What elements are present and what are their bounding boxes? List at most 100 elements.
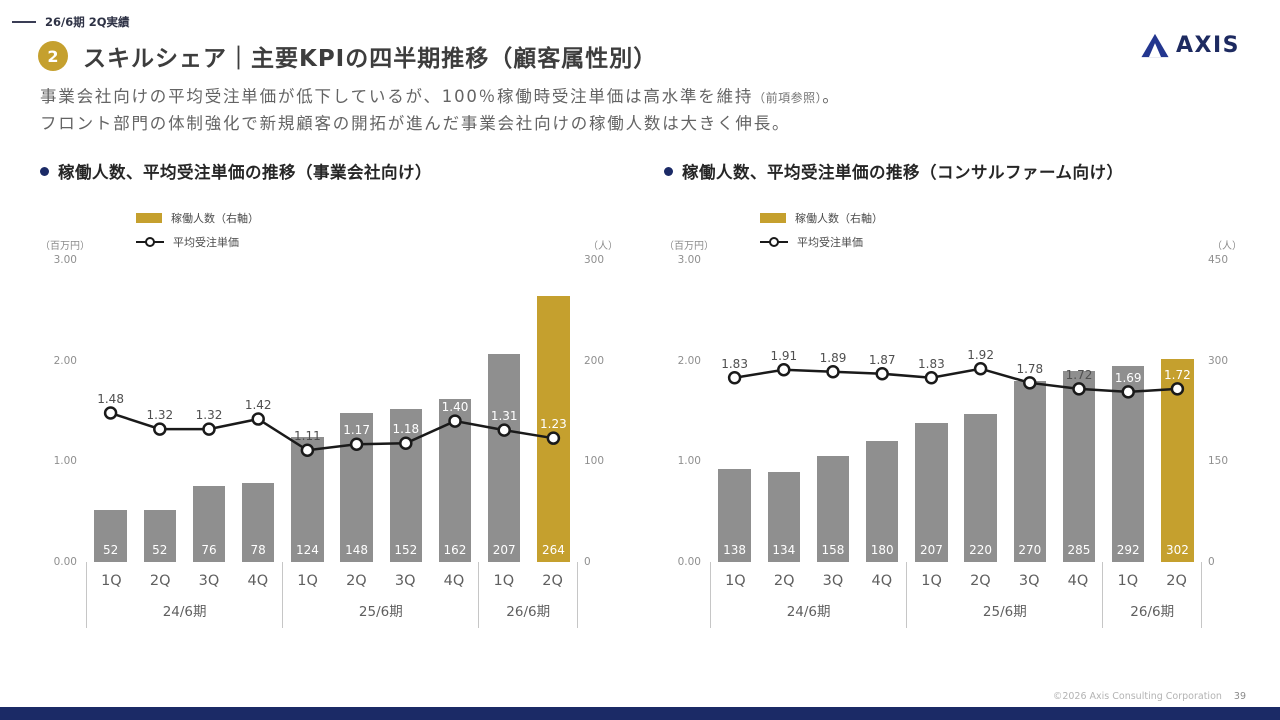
y-axis-tick-left: 0.00	[53, 556, 77, 568]
chart-title: 稼働人数、平均受注単価の推移（事業会社向け）	[40, 160, 616, 182]
bar-value-label: 220	[969, 543, 993, 557]
bar: 264	[537, 296, 570, 562]
quarter-row: 1Q 2Q	[479, 562, 577, 600]
right-axis-unit: （人）	[1212, 241, 1242, 252]
bar: 220	[964, 414, 997, 562]
quarter-label: 1Q	[1117, 573, 1139, 589]
period-group: 1Q 2Q 3Q 4Q 24/6期	[710, 562, 906, 628]
y-axis-tick-right: 300	[1208, 354, 1229, 367]
bar: 270	[1013, 380, 1047, 562]
bar-value-label: 207	[492, 543, 516, 557]
quarter-row: 1Q 2Q	[1103, 562, 1201, 600]
page-number: 39	[1233, 691, 1246, 702]
company-logo: AXIS	[1141, 33, 1240, 58]
left-axis-unit: （百万円）	[40, 241, 90, 252]
y-axis-tick-right: 200	[584, 354, 605, 367]
y-axis-tick-left: 2.00	[53, 354, 77, 367]
bullet-icon	[664, 166, 673, 176]
legend-marker-dot	[145, 237, 155, 247]
lead-text: 事業会社向けの平均受注単価が低下しているが、100％稼働時受注単価は高水準を維持…	[40, 84, 841, 137]
report-period-tag: 26/6期 2Q実績	[12, 14, 130, 30]
period-group: 1Q 2Q 26/6期	[1102, 562, 1202, 628]
bar-value-label: 52	[102, 543, 119, 557]
quarter-label: 3Q	[822, 573, 844, 589]
chart-legend: 稼働人数（右軸） 平均受注単価	[760, 210, 1240, 250]
bar: 78	[241, 483, 275, 562]
bar: 52	[94, 509, 127, 562]
axis-logo-text: AXIS	[1175, 33, 1240, 58]
report-period-label: 26/6期 2Q実績	[45, 15, 130, 29]
lead-line-1: 事業会社向けの平均受注単価が低下しているが、100％稼働時受注単価は高水準を維持…	[40, 87, 841, 106]
y-axis-tick-left: 1.00	[53, 455, 77, 468]
line-value-label: 1.42	[244, 398, 272, 413]
bar-value-label: 138	[723, 543, 747, 557]
legend-item-line: 平均受注単価	[760, 234, 1240, 250]
quarter-label: 4Q	[871, 573, 893, 589]
y-axis-tick-left: 2.00	[677, 354, 701, 367]
footer: ©2026 Axis Consulting Corporation 39	[1053, 691, 1246, 702]
line-value-label: 1.83	[918, 356, 945, 371]
bar: 138	[718, 469, 751, 562]
y-axis-tick-right: 150	[1208, 455, 1229, 468]
y-axis-tick-right: 0	[584, 556, 591, 568]
quarter-row: 1Q 2Q 3Q 4Q	[283, 562, 478, 600]
quarter-row: 1Q 2Q 3Q 4Q	[87, 562, 282, 600]
quarter-label: 2Q	[346, 573, 367, 589]
y-axis-tick-left: 0.00	[677, 556, 701, 568]
legend-line-swatch	[760, 236, 788, 248]
plot-area: （百万円） （人） 3.00 2.00 1.00 0.00 300 200 100 0 52 52…	[40, 241, 618, 568]
bar-value-label: 148	[345, 543, 369, 557]
bar-value-label: 264	[541, 543, 565, 557]
y-axis-tick-right: 450	[1208, 254, 1229, 266]
bar: 52	[143, 509, 177, 562]
bar: 152	[389, 409, 423, 562]
quarter-label: 1Q	[725, 573, 746, 589]
line-value-label: 1.83	[721, 356, 748, 371]
copyright-text: ©2026 Axis Consulting Corporation	[1052, 691, 1222, 702]
charts-row: 稼働人数、平均受注単価の推移（事業会社向け） 稼働人数（右軸） 平均受注単価 （…	[40, 160, 1242, 628]
y-axis-tick-right: 0	[1208, 556, 1215, 568]
bar-value-label: 124	[295, 543, 319, 557]
bar-value-label: 270	[1018, 543, 1042, 557]
bar: 124	[291, 437, 324, 562]
legend-bar-swatch	[136, 213, 162, 223]
line-value-label: 1.32	[195, 408, 223, 423]
quarter-label: 2Q	[970, 573, 991, 589]
title-row: 2 スキルシェア｜主要KPIの四半期推移（顧客属性別）	[38, 39, 657, 73]
quarter-label: 4Q	[247, 573, 269, 589]
bar-value-label: 207	[919, 543, 943, 557]
bar-value-label: 285	[1067, 543, 1091, 557]
section-number-badge: 2	[38, 41, 68, 71]
bar-value-label: 292	[1116, 543, 1140, 557]
period-label: 25/6期	[982, 604, 1027, 620]
bar-value-label: 52	[152, 543, 168, 557]
line-value-label: 1.91	[770, 348, 798, 363]
chart-consulting-firms: 稼働人数、平均受注単価の推移（コンサルファーム向け） 稼働人数（右軸） 平均受注…	[664, 160, 1242, 628]
line-value-label: 1.78	[1016, 361, 1044, 376]
quarter-row: 1Q 2Q 3Q 4Q	[711, 562, 906, 600]
right-axis-unit: （人）	[588, 241, 618, 252]
bar: 285	[1062, 370, 1096, 562]
quarter-label: 2Q	[773, 573, 795, 589]
bar-value-label: 152	[394, 543, 418, 557]
period-group: 1Q 2Q 26/6期	[478, 562, 578, 628]
x-axis: 1Q 2Q 3Q 4Q 24/6期 1Q 2Q 3Q 4Q 25/6期 1Q 2Q 26/6期	[86, 562, 578, 628]
bar-value-label: 180	[870, 543, 894, 557]
chart-title: 稼働人数、平均受注単価の推移（コンサルファーム向け）	[664, 160, 1240, 182]
line-value-label: 1.31	[490, 409, 518, 424]
period-label: 26/6期	[1130, 604, 1175, 620]
x-axis: 1Q 2Q 3Q 4Q 24/6期 1Q 2Q 3Q 4Q 25/6期 1Q 2Q 26/6期	[710, 562, 1202, 628]
bullet-icon	[40, 166, 49, 176]
bottom-accent-bar	[0, 707, 1280, 720]
bar: 158	[816, 455, 850, 562]
legend-marker-dot	[769, 237, 779, 247]
line-value-label: 1.89	[819, 350, 847, 365]
bar-value-label: 134	[772, 543, 796, 557]
bar: 76	[192, 485, 226, 562]
line-value-label: 1.18	[392, 422, 420, 437]
period-group: 1Q 2Q 3Q 4Q 24/6期	[86, 562, 282, 628]
bar: 180	[865, 441, 899, 562]
legend-item-bars: 稼働人数（右軸）	[136, 210, 616, 226]
y-axis-tick-left: 3.00	[677, 254, 701, 266]
